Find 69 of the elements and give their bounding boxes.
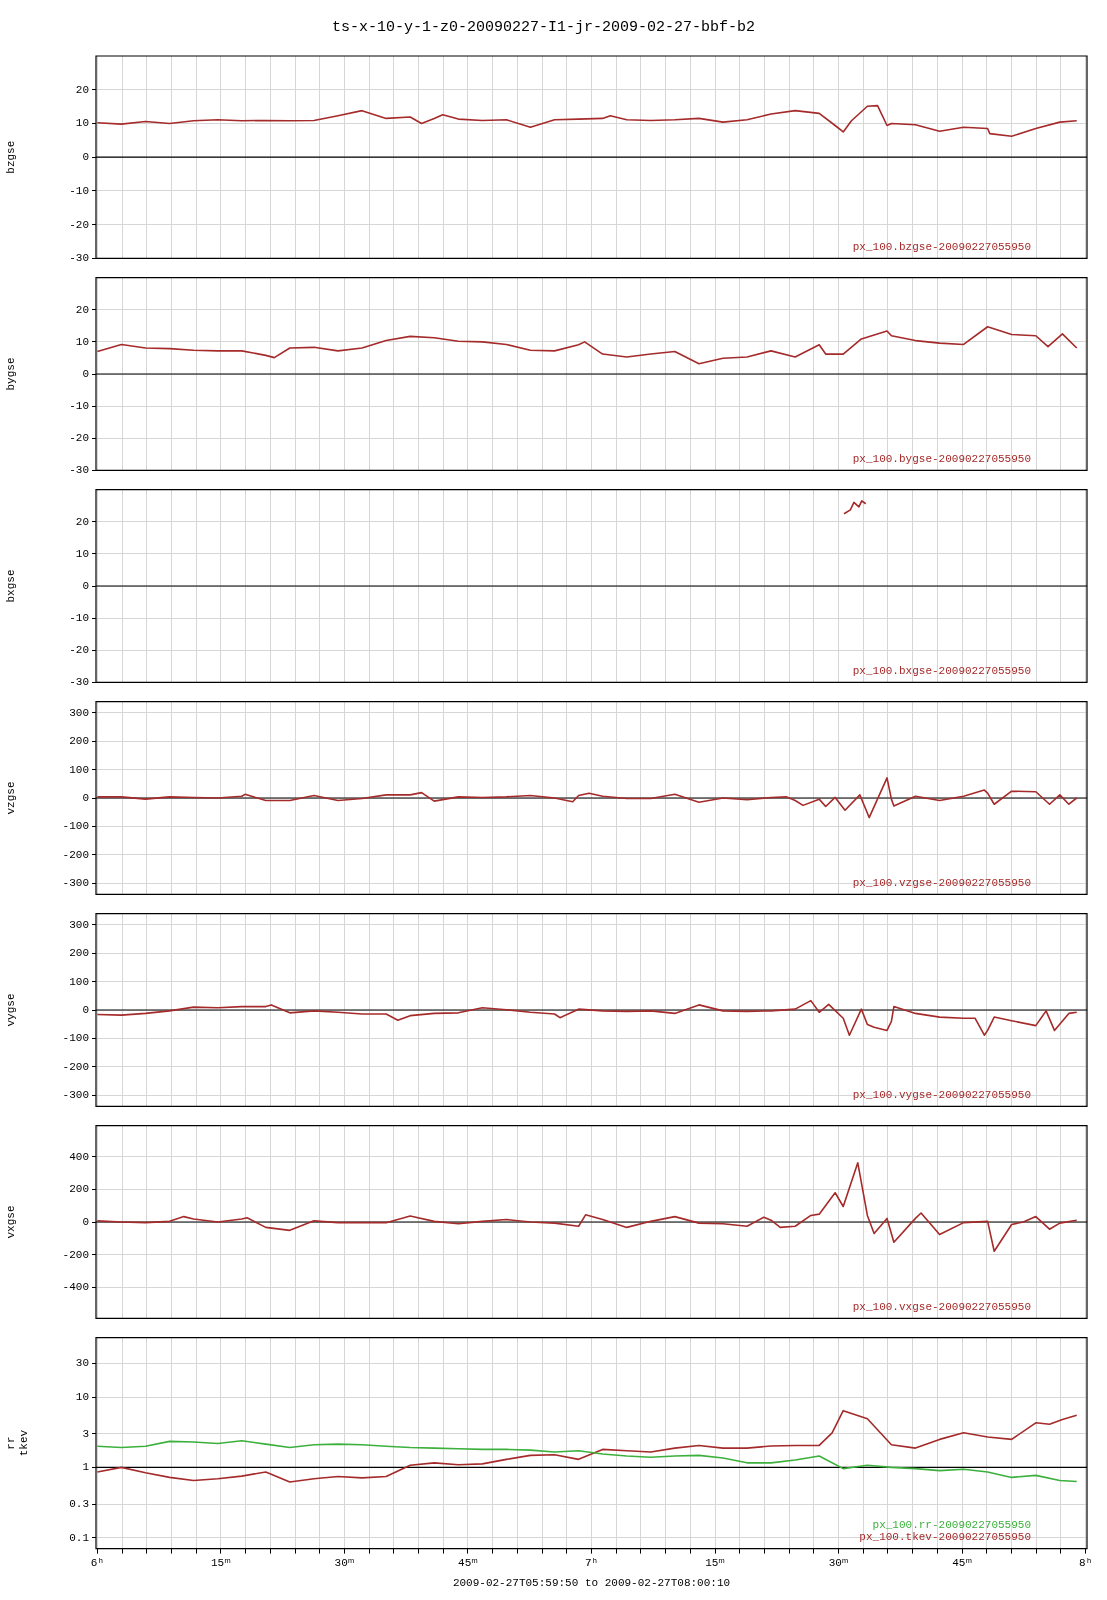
y-tick-label: -10 — [69, 612, 89, 625]
y-axis-title: bygse — [4, 357, 17, 391]
y-tick-label: -20 — [69, 218, 89, 231]
y-tick-label: 20 — [75, 83, 89, 96]
y-tick-label: 0 — [82, 579, 89, 592]
y-tick-label: 0.3 — [69, 1498, 89, 1511]
y-tick-label: -200 — [62, 848, 89, 861]
y-tick-label: 200 — [69, 1183, 89, 1196]
y-tick-label: 0 — [82, 791, 89, 804]
y-tick-label: 20 — [75, 303, 89, 316]
y-tick-label: 10 — [75, 335, 89, 348]
y-tick-label: 0 — [82, 367, 89, 380]
y-axis-title: vzgse — [4, 781, 17, 815]
annotation: px_100.tkev-20090227055950 — [859, 1531, 1031, 1544]
y-tick-label: -300 — [62, 876, 89, 889]
y-tick-label: -10 — [69, 400, 89, 413]
x-tick-label: 6ʰ — [90, 1557, 104, 1570]
x-tick-label: 30ᵐ — [334, 1557, 355, 1570]
y-tick-label: 400 — [69, 1150, 89, 1163]
y-tick-label: -100 — [62, 1032, 89, 1045]
y-tick-label: 0 — [82, 1003, 89, 1016]
y-tick-label: 1 — [82, 1461, 90, 1474]
y-tick-label: 30 — [75, 1357, 89, 1370]
annotation: px_100.rr-20090227055950 — [872, 1519, 1031, 1532]
annotation: px_100.vzgse-20090227055950 — [852, 876, 1031, 889]
x-tick-label: 45ᵐ — [952, 1557, 972, 1570]
y-tick-label: -20 — [69, 644, 89, 657]
y-tick-label: -200 — [62, 1060, 89, 1073]
x-tick-label: 45ᵐ — [458, 1557, 478, 1570]
y-tick-label: 200 — [69, 735, 89, 748]
y-tick-label: -200 — [62, 1248, 89, 1261]
x-tick-label: 8ʰ — [1079, 1557, 1093, 1570]
y-tick-label: -400 — [62, 1281, 89, 1294]
y-tick-label: 3 — [82, 1427, 89, 1440]
y-axis-title: rr tkev — [4, 1429, 30, 1457]
annotation: px_100.bzgse-20090227055950 — [852, 240, 1031, 253]
y-tick-label: 0.1 — [69, 1531, 90, 1544]
y-tick-label: -30 — [69, 676, 89, 689]
y-tick-label: -100 — [62, 820, 89, 833]
y-axis-title: bxgse — [4, 569, 17, 603]
annotation: px_100.vxgse-20090227055950 — [852, 1300, 1031, 1313]
x-axis-title: 2009-02-27T05:59:50 to 2009-02-27T08:00:10 — [452, 1577, 731, 1590]
y-tick-label: 200 — [69, 947, 89, 960]
chart-title: ts-x-10-y-1-z0-20090227-I1-jr-2009-02-27-bbf-b2 — [331, 18, 756, 36]
x-tick-label: 7ʰ — [584, 1557, 599, 1570]
y-axis-title: bzgse — [4, 140, 17, 174]
y-tick-label: 10 — [75, 1390, 89, 1403]
y-tick-label: 10 — [75, 117, 89, 130]
annotation: px_100.vygse-20090227055950 — [852, 1088, 1031, 1101]
y-axis-title: vxgse — [4, 1205, 17, 1239]
y-tick-label: -30 — [69, 252, 89, 265]
x-tick-label: 30ᵐ — [828, 1557, 849, 1570]
annotation: px_100.bygse-20090227055950 — [852, 452, 1031, 465]
y-tick-label: 20 — [75, 515, 89, 528]
x-tick-label: 15ᵐ — [705, 1557, 725, 1570]
y-tick-label: -10 — [69, 184, 89, 197]
y-tick-label: -300 — [62, 1088, 89, 1101]
y-tick-label: 100 — [69, 975, 89, 988]
annotation: px_100.bxgse-20090227055950 — [852, 664, 1031, 677]
y-axis-title: vygse — [4, 993, 17, 1027]
y-tick-label: -30 — [69, 464, 89, 477]
y-tick-label: 100 — [69, 763, 89, 776]
y-tick-label: 300 — [69, 706, 89, 719]
y-tick-label: 10 — [75, 547, 89, 560]
y-tick-label: 300 — [69, 918, 89, 931]
y-tick-label: -20 — [69, 432, 89, 445]
y-tick-label: 0 — [82, 1215, 89, 1228]
x-tick-label: 15ᵐ — [211, 1557, 231, 1570]
y-tick-label: 0 — [82, 151, 89, 164]
